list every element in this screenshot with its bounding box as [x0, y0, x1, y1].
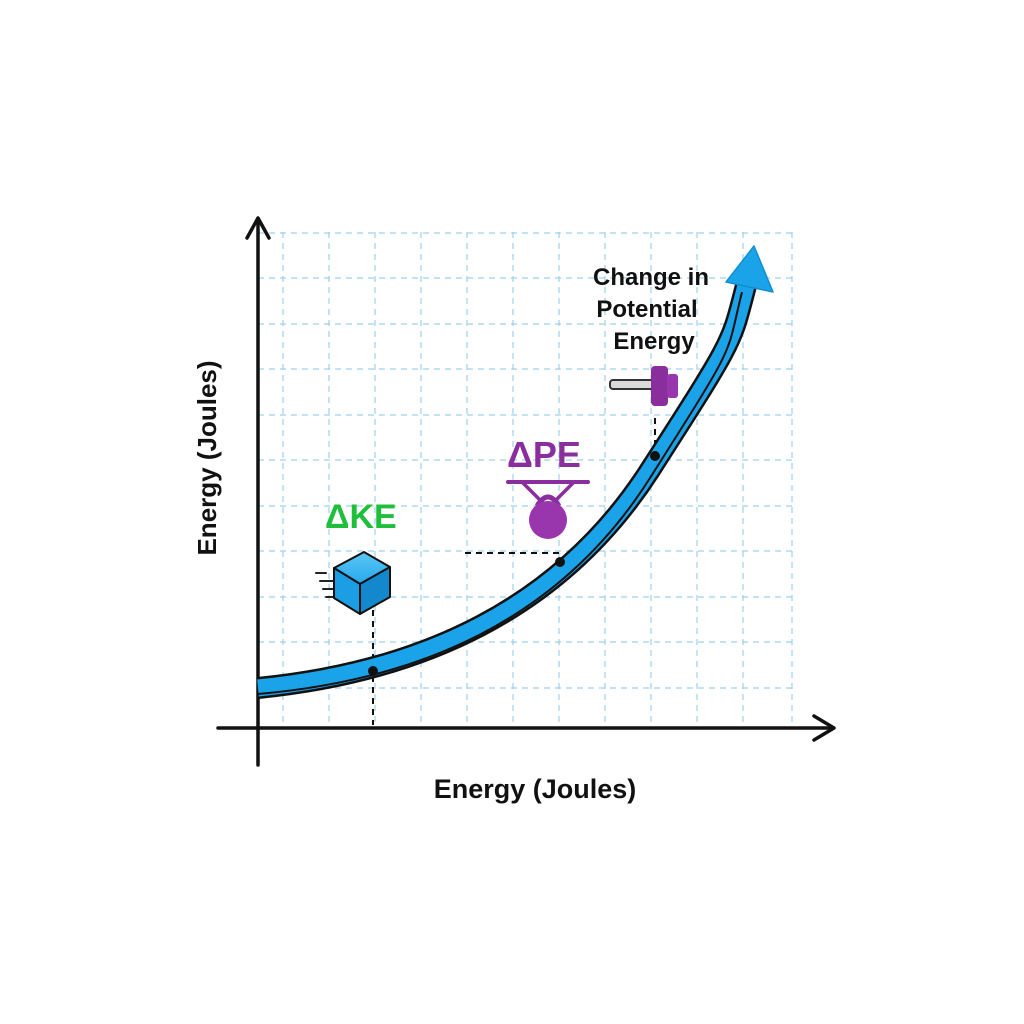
delta-pe-label: ΔPE — [507, 434, 581, 475]
ke-point — [368, 666, 378, 676]
axes — [216, 216, 836, 767]
curve-points — [368, 451, 660, 676]
change-pe-point — [650, 451, 660, 461]
change-pe-label-line-2: Potential — [596, 296, 697, 323]
delta-ke-label: ΔKE — [325, 498, 397, 536]
y-axis-arrowhead — [245, 216, 271, 240]
change-pe-label-line-3: Energy — [613, 328, 695, 355]
y-axis-label: Energy (Joules) — [192, 360, 222, 555]
weight-plate-icon — [609, 366, 678, 406]
curve-arrowhead — [725, 245, 774, 293]
x-axis-label: Energy (Joules) — [434, 774, 637, 804]
moving-cube-icon — [315, 551, 391, 615]
pe-point — [555, 557, 565, 567]
change-pe-label-line-1: Change in — [593, 264, 709, 291]
grid — [258, 232, 795, 725]
change-pe-label: Change in Potential Energy — [593, 264, 709, 355]
kettlebell-icon — [506, 480, 590, 539]
energy-curve — [256, 245, 774, 699]
x-axis-arrowhead — [812, 714, 836, 742]
